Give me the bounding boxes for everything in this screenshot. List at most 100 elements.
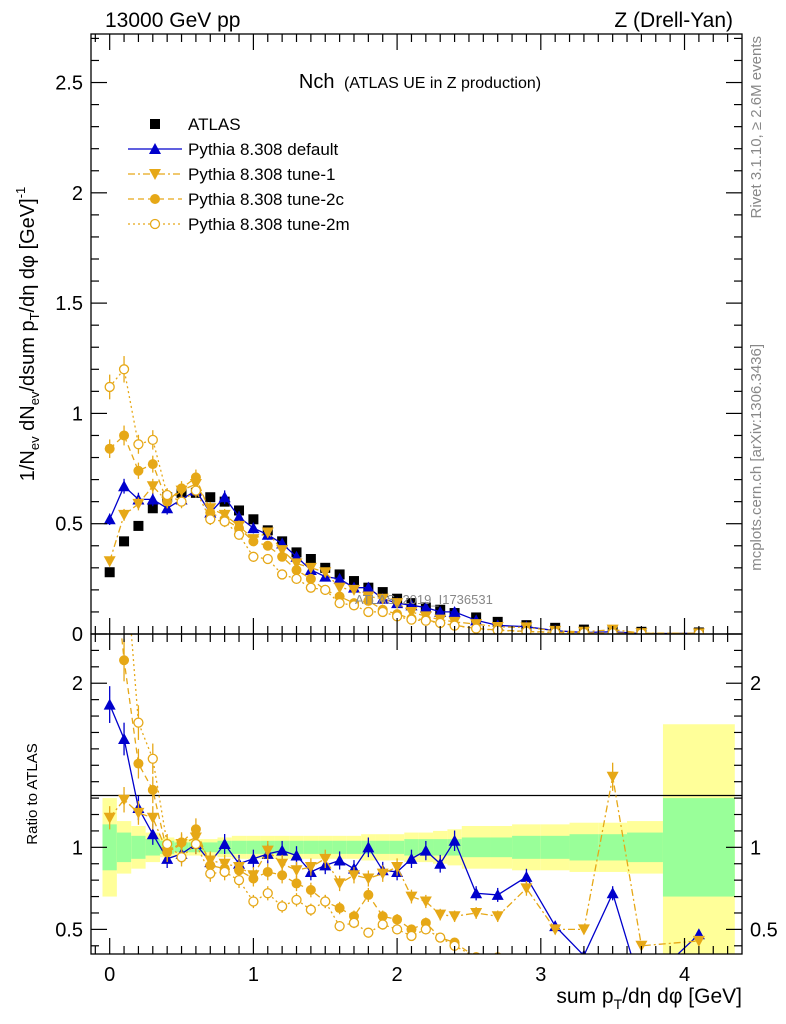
ratio-point-pythia-8-308-tune-1: [692, 935, 705, 947]
ratio-point-pythia-8-308-tune-2m: [176, 852, 187, 863]
ratio-y-tick-label-right: 0.5: [750, 919, 778, 941]
ratio-point-pythia-8-308-default: [103, 698, 116, 710]
ratio-point-pythia-8-308-tune-1: [146, 812, 159, 824]
ratio-point-pythia-8-308-tune-2m: [551, 966, 560, 975]
top-point-pythia-8-308-tune-1: [347, 584, 360, 596]
top-point-pythia-8-308-tune-1: [333, 582, 346, 594]
ratio-band-inner: [231, 840, 247, 854]
ratio-point-pythia-8-308-tune-2m: [305, 904, 317, 915]
ratio-point-pythia-8-308-tune-1: [304, 862, 317, 874]
top-y-tick-label: 1.5: [55, 293, 83, 315]
top-point-pythia-8-308-tune-1: [405, 606, 418, 618]
top-point-pythia-8-308-default: [118, 480, 131, 492]
ratio-point-pythia-8-308-tune-2m: [363, 927, 374, 938]
ratio-point-pythia-8-308-default: [276, 844, 289, 856]
x-tick-label: 4: [679, 964, 690, 986]
ratio-point-pythia-8-308-tune-2m: [233, 875, 245, 886]
legend-label: Pythia 8.308 tune-2c: [188, 190, 344, 209]
top-y-tick-label-zero: 0: [72, 624, 83, 646]
top-point-pythia-8-308-tune-2c: [305, 573, 316, 584]
ratio-point-pythia-8-308-tune-1: [606, 771, 619, 783]
ratio-band-inner: [102, 824, 117, 871]
top-point-pythia-8-308-default: [146, 493, 159, 505]
top-point-pythia-8-308-tune-1: [391, 598, 404, 610]
top-point-pythia-8-308-default: [103, 513, 116, 525]
legend-label: Pythia 8.308 tune-2m: [188, 215, 350, 234]
top-point-pythia-8-308-tune-2m: [118, 364, 130, 375]
side-text-bottom: mcplots.cern.ch [arXiv:1306.3436]: [748, 344, 765, 571]
top-line-pythia-8-308-default: [109, 485, 699, 634]
top-point-pythia-8-308-tune-2c: [119, 430, 130, 441]
top-point-atlas: [305, 554, 316, 564]
header-right: Z (Drell-Yan): [614, 9, 733, 32]
top-y-tick-label: 0.5: [55, 514, 83, 536]
ratio-point-pythia-8-308-tune-2c: [277, 870, 288, 881]
bottom-y-axis-label: Ratio to ATLAS: [24, 743, 41, 844]
ratio-point-pythia-8-308-tune-2m: [248, 896, 259, 907]
ratio-point-pythia-8-308-default: [434, 857, 447, 869]
ratio-point-pythia-8-308-tune-1: [118, 794, 131, 806]
ratio-point-pythia-8-308-tune-2c: [147, 784, 158, 795]
top-point-pythia-8-308-tune-2m: [262, 553, 273, 565]
ratio-band-inner: [145, 839, 160, 856]
ratio-point-pythia-8-308-tune-2m: [522, 961, 531, 970]
top-point-pythia-8-308-tune-1: [261, 527, 274, 539]
ratio-point-pythia-8-308-tune-2m: [391, 924, 403, 935]
ratio-point-pythia-8-308-tune-2c: [262, 866, 273, 877]
ratio-band-inner: [332, 840, 347, 854]
ratio-point-pythia-8-308-tune-1: [103, 812, 116, 824]
legend-label: Pythia 8.308 default: [188, 140, 339, 159]
top-point-atlas: [104, 567, 115, 578]
ratio-band-inner: [203, 842, 218, 853]
x-axis-label: sum pT/dη dφ [GeV]: [556, 985, 742, 1012]
ratio-band-inner: [303, 840, 319, 854]
legend-marker: [150, 119, 160, 129]
plot-title-main: Nch: [299, 71, 335, 93]
ratio-point-pythia-8-308-default: [470, 887, 483, 899]
ratio-point-pythia-8-308-default: [491, 888, 504, 900]
top-point-pythia-8-308-tune-2m: [320, 584, 331, 596]
ratio-point-pythia-8-308-tune-2m: [291, 894, 302, 905]
ratio-point-pythia-8-308-default: [606, 887, 619, 899]
top-point-pythia-8-308-tune-2c: [248, 536, 259, 547]
legend-label: Pythia 8.308 tune-1: [188, 165, 335, 184]
ratio-point-pythia-8-308-tune-2m: [162, 838, 173, 850]
ratio-point-pythia-8-308-tune-2c: [694, 959, 704, 969]
top-point-atlas: [205, 492, 216, 503]
ratio-point-pythia-8-308-tune-2c: [176, 837, 187, 848]
ratio-point-pythia-8-308-tune-1: [276, 858, 289, 870]
top-point-pythia-8-308-tune-2m: [470, 623, 482, 634]
top-point-pythia-8-308-tune-2c: [262, 540, 273, 551]
ratio-point-pythia-8-308-tune-2m: [493, 956, 502, 965]
ratio-point-pythia-8-308-tune-1: [261, 845, 274, 857]
ratio-point-pythia-8-308-tune-1: [419, 896, 432, 908]
ratio-point-pythia-8-308-tune-2c: [608, 959, 618, 969]
ratio-point-pythia-8-308-tune-2m: [579, 966, 588, 975]
ratio-point-pythia-8-308-default: [218, 838, 231, 850]
top-point-pythia-8-308-default: [333, 572, 346, 584]
top-point-atlas: [119, 536, 130, 547]
top-point-pythia-8-308-default: [419, 601, 432, 613]
ratio-point-pythia-8-308-default: [247, 852, 260, 864]
ratio-band-inner: [512, 835, 541, 859]
ratio-point-pythia-8-308-tune-1: [347, 870, 360, 882]
top-point-pythia-8-308-tune-2c: [363, 595, 374, 606]
ratio-point-pythia-8-308-tune-1: [491, 911, 504, 923]
ratio-point-pythia-8-308-tune-2c: [377, 911, 388, 922]
ratio-point-pythia-8-308-tune-1: [434, 909, 447, 921]
top-point-pythia-8-308-tune-2m: [276, 569, 288, 580]
top-point-pythia-8-308-tune-2c: [147, 459, 158, 470]
top-panel-data: [103, 356, 705, 634]
top-point-pythia-8-308-tune-2m: [305, 582, 317, 593]
ratio-point-pythia-8-308-tune-2m: [377, 919, 388, 930]
ratio-band-inner: [598, 834, 628, 861]
ratio-band-inner: [627, 832, 663, 863]
top-point-pythia-8-308-tune-2c: [104, 443, 115, 454]
ratio-band-inner: [375, 840, 390, 854]
plot-title: Nch (ATLAS UE in Z production): [299, 71, 541, 93]
ratio-point-pythia-8-308-default: [290, 849, 303, 861]
ratio-point-pythia-8-308-tune-2c: [190, 824, 201, 835]
ratio-point-pythia-8-308-tune-1: [470, 907, 483, 919]
x-tick-label: 2: [392, 964, 403, 986]
top-point-pythia-8-308-default: [218, 491, 231, 503]
